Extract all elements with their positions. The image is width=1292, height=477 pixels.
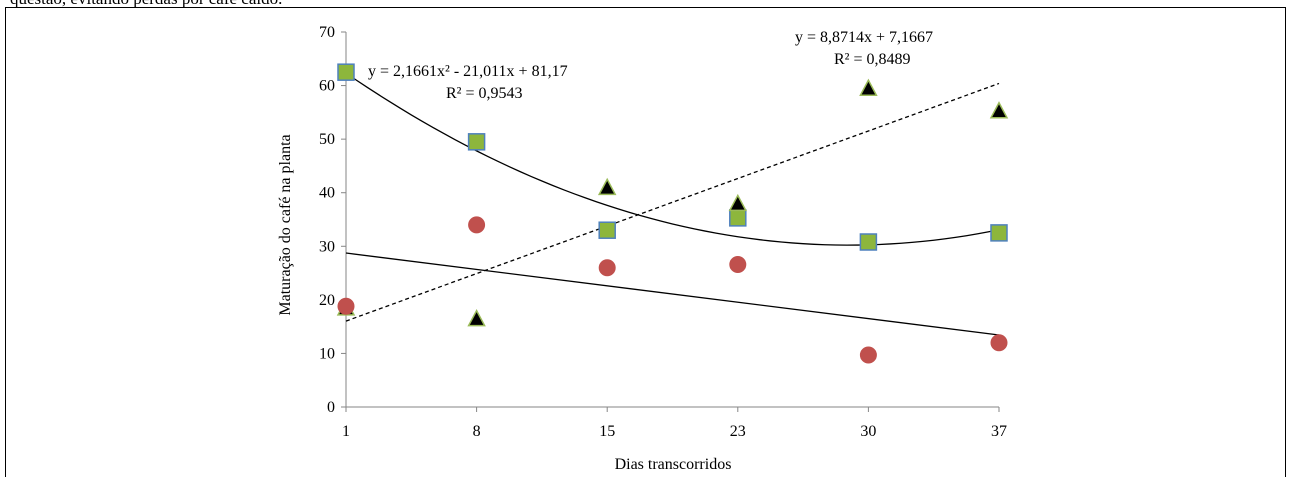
y-tick-label: 50 [319,131,335,148]
circle-point [729,256,747,273]
square-point [598,221,616,239]
y-tick-label: 10 [319,345,335,362]
data-points [336,63,1009,364]
circle-point [598,259,616,277]
circle-point [468,216,486,234]
triangle-point [467,309,486,327]
y-tick-label: 70 [319,24,335,41]
preceding-text: questão, evitando perdas por café caído. [10,0,282,9]
x-tick-label: 8 [473,423,481,440]
square-point [729,209,747,227]
axes: 0 10 20 30 40 50 60 70 1 8 15 23 30 37 [319,24,1007,440]
linear-equation-label: y = 8,8714x + 7,1667 [795,29,933,46]
x-tick-label: 30 [860,423,876,440]
square-point [467,133,486,151]
y-tick-label: 40 [319,185,335,202]
triangle-point [859,78,878,96]
square-point [337,63,355,81]
poly-r2-label: R² = 0,9543 [446,85,523,102]
x-tick-label: 37 [991,423,1007,440]
trendline-polynomial-0 [345,72,1000,246]
chart-frame [5,7,1286,477]
triangle-point [728,193,748,212]
triangle-point [989,101,1009,119]
y-tick-label: 20 [319,292,335,309]
y-tick-label: 0 [327,399,335,416]
trendline-linear-1 [345,82,1000,322]
square-point [859,233,878,251]
y-tick-label: 30 [319,238,335,255]
circle-point [337,297,355,315]
circle-point [990,334,1008,352]
x-tick-label: 23 [730,423,746,440]
y-tick-label: 60 [319,78,335,95]
square-point [990,224,1008,242]
x-tick-label: 15 [599,423,615,440]
trendlines [345,72,1000,336]
triangle-point [597,177,617,196]
linear-r2-label: R² = 0,8489 [834,51,911,68]
x-axis-title: Dias transcorridos [615,456,732,472]
trendline-linear-2 [345,252,1000,336]
x-tick-label: 1 [342,423,350,440]
poly-equation-label: y = 2,1661x² - 21,011x + 81,17 [368,63,568,80]
circle-point [859,346,877,364]
y-axis-title: Maturação do café na planta [277,134,294,315]
